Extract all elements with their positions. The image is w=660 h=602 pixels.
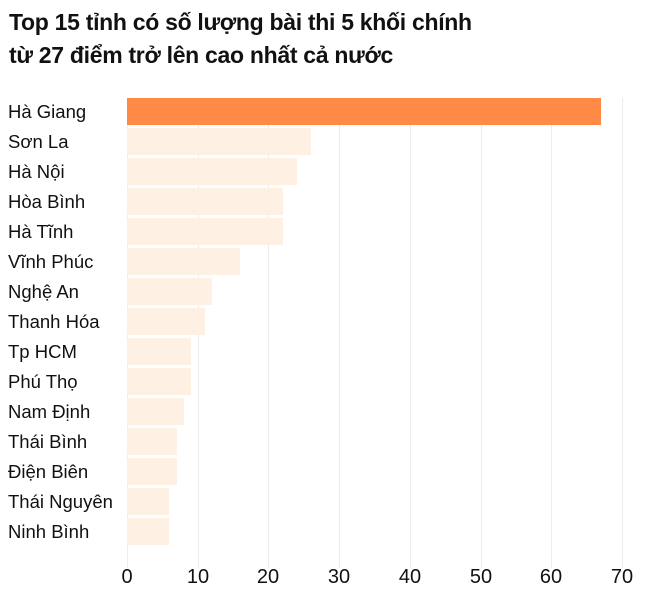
gridline	[551, 98, 552, 568]
x-axis-tick-label: 0	[121, 566, 133, 588]
bar	[127, 128, 311, 155]
category-label: Vĩnh Phúc	[8, 251, 94, 272]
category-label: Sơn La	[8, 131, 69, 152]
x-axis-tick-label: 50	[469, 566, 493, 588]
bar	[127, 398, 184, 425]
gridline	[339, 98, 340, 568]
chart-title-line-2: từ 27 điểm trở lên cao nhất cả nước	[9, 42, 394, 68]
category-label: Hà Tĩnh	[8, 221, 74, 242]
chart-title: Top 15 tỉnh có số lượng bài thi 5 khối c…	[9, 6, 649, 72]
x-axis-tick-label: 30	[327, 566, 351, 588]
category-label: Hòa Bình	[8, 191, 86, 212]
category-label: Phú Thọ	[8, 371, 78, 392]
bar-row: Vĩnh Phúc	[0, 248, 660, 278]
bar-row: Hòa Bình	[0, 188, 660, 218]
bar-row: Thái Nguyên	[0, 488, 660, 518]
bar	[127, 158, 297, 185]
category-label: Tp HCM	[8, 341, 77, 362]
chart-title-line-1: Top 15 tỉnh có số lượng bài thi 5 khối c…	[9, 9, 472, 35]
bar	[127, 278, 212, 305]
gridline	[622, 98, 623, 568]
x-axis-tick-label: 60	[539, 566, 563, 588]
category-label: Thái Bình	[8, 431, 88, 452]
bar	[127, 368, 191, 395]
bar-row: Phú Thọ	[0, 368, 660, 398]
bar-row: Nghệ An	[0, 278, 660, 308]
bar	[127, 488, 169, 515]
x-axis-tick-label: 10	[186, 566, 210, 588]
bar	[127, 188, 283, 215]
bar-row: Hà Giang	[0, 98, 660, 128]
bar	[127, 218, 283, 245]
x-axis-tick-label: 40	[398, 566, 422, 588]
bar-row: Hà Nội	[0, 158, 660, 188]
gridline	[410, 98, 411, 568]
category-label: Ninh Bình	[8, 521, 90, 542]
bar-row: Hà Tĩnh	[0, 218, 660, 248]
category-label: Nam Định	[8, 401, 91, 422]
bar	[127, 98, 601, 125]
bar-row: Thái Bình	[0, 428, 660, 458]
category-label: Thái Nguyên	[8, 491, 113, 512]
bar	[127, 518, 169, 545]
x-axis-tick-label: 70	[610, 566, 634, 588]
bar-row: Điện Biên	[0, 458, 660, 488]
gridline	[481, 98, 482, 568]
x-axis-tick-label: 20	[256, 566, 280, 588]
bar-row: Sơn La	[0, 128, 660, 158]
bar	[127, 338, 191, 365]
category-label: Điện Biên	[8, 461, 89, 482]
bar-row: Thanh Hóa	[0, 308, 660, 338]
bar	[127, 248, 240, 275]
bar	[127, 458, 177, 485]
category-label: Nghệ An	[8, 281, 79, 302]
category-label: Hà Giang	[8, 101, 87, 122]
category-label: Thanh Hóa	[8, 311, 100, 332]
bar-row: Nam Định	[0, 398, 660, 428]
category-label: Hà Nội	[8, 161, 65, 182]
bar	[127, 428, 177, 455]
bar-row: Ninh Bình	[0, 518, 660, 548]
gridline	[268, 98, 269, 568]
bar	[127, 308, 205, 335]
bar-row: Tp HCM	[0, 338, 660, 368]
